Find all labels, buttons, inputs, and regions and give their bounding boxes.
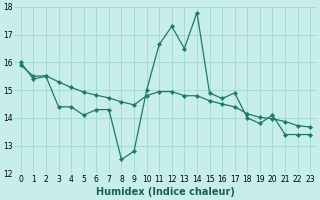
X-axis label: Humidex (Indice chaleur): Humidex (Indice chaleur) [96,187,235,197]
